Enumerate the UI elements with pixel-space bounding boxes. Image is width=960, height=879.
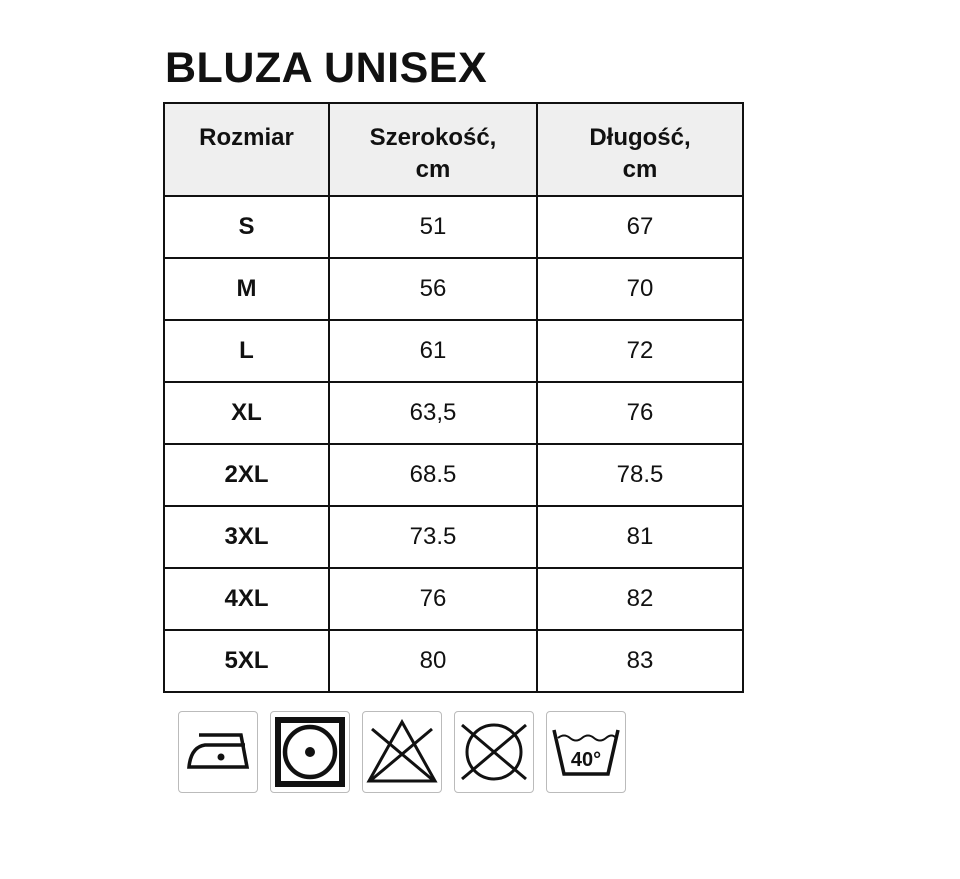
header-size: Rozmiar bbox=[163, 102, 330, 197]
table-row: 4XL 76 82 bbox=[163, 567, 744, 631]
cell-width: 76 bbox=[328, 567, 538, 631]
cell-width: 73.5 bbox=[328, 505, 538, 569]
cell-size: L bbox=[163, 319, 330, 383]
header-size-label: Rozmiar bbox=[199, 124, 294, 151]
do-not-dry-clean-icon bbox=[454, 711, 534, 793]
header-length: Długość, cm bbox=[536, 102, 744, 197]
table-row: L 61 72 bbox=[163, 319, 744, 383]
table-row: 2XL 68.5 78.5 bbox=[163, 443, 744, 507]
cell-length: 81 bbox=[536, 505, 744, 569]
cell-length: 82 bbox=[536, 567, 744, 631]
header-width-unit: cm bbox=[415, 156, 451, 183]
table-row: 5XL 80 83 bbox=[163, 629, 744, 693]
table-row: S 51 67 bbox=[163, 195, 744, 259]
header-length-label: Długość, bbox=[589, 124, 691, 151]
cell-length: 76 bbox=[536, 381, 744, 445]
size-table: Rozmiar Szerokość, cm Długość, cm S 51 67 M 56… bbox=[163, 102, 744, 693]
cell-width: 51 bbox=[328, 195, 538, 259]
cell-length: 83 bbox=[536, 629, 744, 693]
cell-length: 78.5 bbox=[536, 443, 744, 507]
wash-temperature-label: 40° bbox=[571, 749, 601, 771]
cell-width: 56 bbox=[328, 257, 538, 321]
cell-size: XL bbox=[163, 381, 330, 445]
cell-length: 70 bbox=[536, 257, 744, 321]
table-row: M 56 70 bbox=[163, 257, 744, 321]
cell-length: 72 bbox=[536, 319, 744, 383]
page-title: BLUZA UNISEX bbox=[165, 44, 488, 92]
cell-length: 67 bbox=[536, 195, 744, 259]
cell-width: 61 bbox=[328, 319, 538, 383]
iron-low-temperature-icon bbox=[178, 711, 258, 793]
table-row: 3XL 73.5 81 bbox=[163, 505, 744, 569]
table-row: XL 63,5 76 bbox=[163, 381, 744, 445]
cell-size: 3XL bbox=[163, 505, 330, 569]
header-length-unit: cm bbox=[622, 156, 658, 183]
cell-size: M bbox=[163, 257, 330, 321]
do-not-bleach-icon bbox=[362, 711, 442, 793]
cell-size: S bbox=[163, 195, 330, 259]
care-icons: 40° bbox=[178, 711, 626, 793]
cell-width: 63,5 bbox=[328, 381, 538, 445]
wash-40-icon: 40° bbox=[546, 711, 626, 793]
header-width-label: Szerokość, bbox=[369, 124, 497, 151]
cell-width: 80 bbox=[328, 629, 538, 693]
tumble-dry-low-icon bbox=[270, 711, 350, 793]
cell-size: 2XL bbox=[163, 443, 330, 507]
table-header-row: Rozmiar Szerokość, cm Długość, cm bbox=[163, 102, 744, 197]
cell-size: 5XL bbox=[163, 629, 330, 693]
cell-size: 4XL bbox=[163, 567, 330, 631]
cell-width: 68.5 bbox=[328, 443, 538, 507]
header-width: Szerokość, cm bbox=[328, 102, 538, 197]
